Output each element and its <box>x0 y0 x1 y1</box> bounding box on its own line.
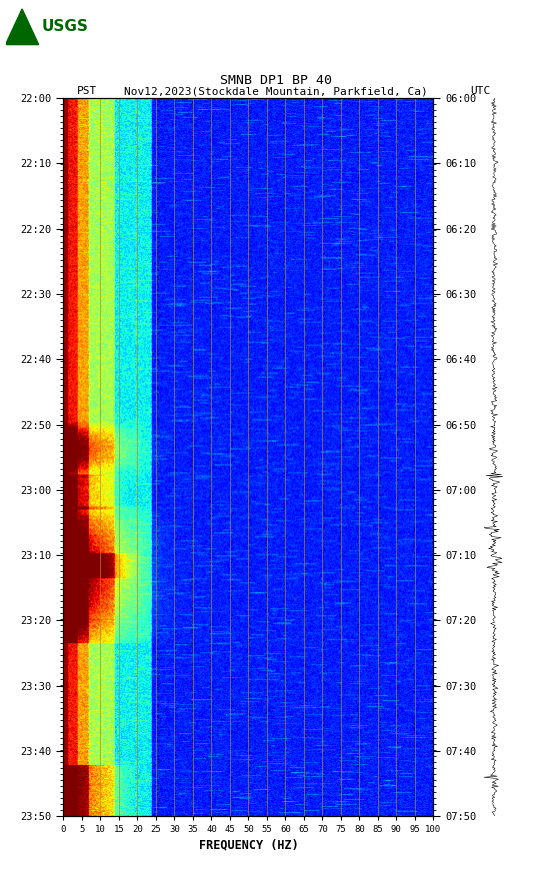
Text: SMNB DP1 BP 40: SMNB DP1 BP 40 <box>220 74 332 87</box>
Polygon shape <box>6 9 39 45</box>
Text: USGS: USGS <box>42 20 89 34</box>
X-axis label: FREQUENCY (HZ): FREQUENCY (HZ) <box>199 838 298 851</box>
Text: UTC: UTC <box>470 87 490 96</box>
Text: PST: PST <box>77 87 98 96</box>
Text: Nov12,2023(Stockdale Mountain, Parkfield, Ca): Nov12,2023(Stockdale Mountain, Parkfield… <box>124 87 428 96</box>
